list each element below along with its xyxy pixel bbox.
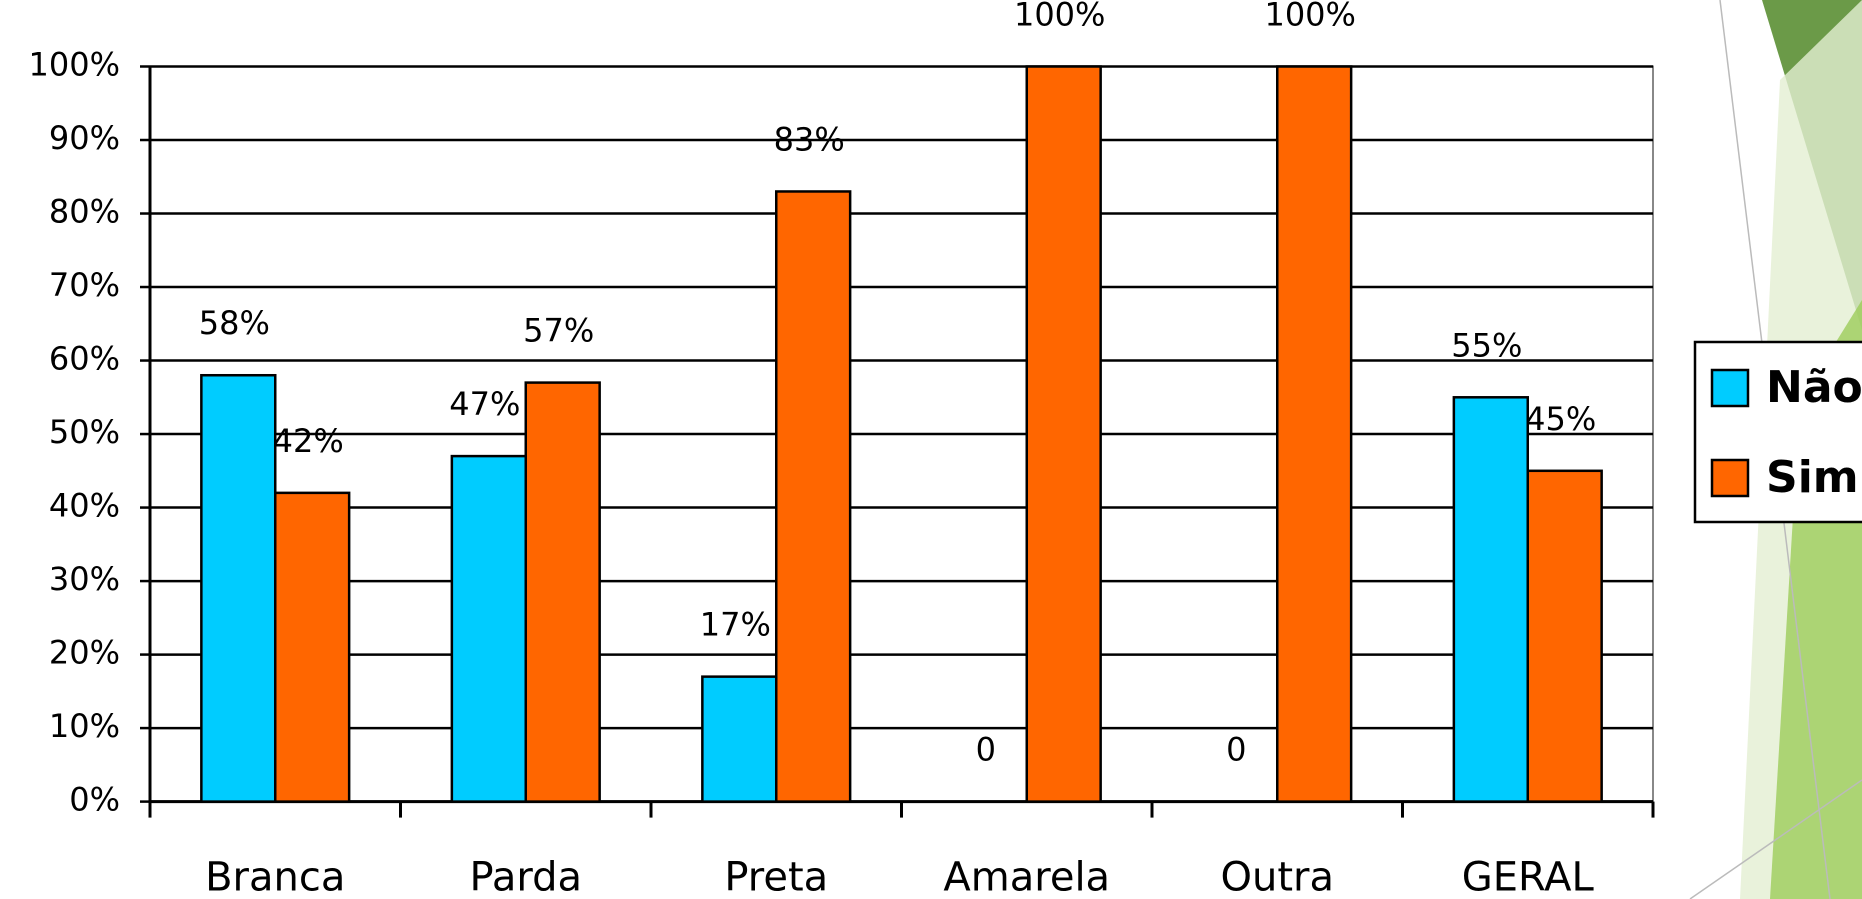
y-tick-label: 70% bbox=[49, 266, 120, 304]
y-tick-label: 30% bbox=[49, 560, 120, 598]
legend-swatch bbox=[1710, 368, 1750, 408]
bar bbox=[1526, 469, 1603, 803]
x-tick-label: Preta bbox=[724, 855, 828, 899]
data-label: 55% bbox=[1451, 326, 1522, 364]
data-label: 47% bbox=[449, 385, 520, 423]
data-label: 58% bbox=[199, 304, 270, 342]
legend-label: Não bbox=[1766, 362, 1862, 413]
x-tick-label: Parda bbox=[470, 855, 582, 899]
bar bbox=[450, 454, 528, 803]
data-label: 0 bbox=[1226, 731, 1246, 769]
y-tick-label: 90% bbox=[49, 119, 120, 157]
data-label: 45% bbox=[1525, 400, 1596, 438]
bar bbox=[524, 381, 601, 803]
bar bbox=[775, 190, 852, 803]
y-tick-label: 100% bbox=[29, 46, 120, 84]
x-tick-label: Branca bbox=[205, 855, 345, 899]
data-label: 42% bbox=[273, 422, 344, 460]
data-label: 17% bbox=[700, 606, 771, 644]
data-label: 0 bbox=[976, 731, 996, 769]
data-label: 83% bbox=[774, 120, 845, 158]
y-tick-label: 20% bbox=[49, 634, 120, 672]
x-tick-label: Amarela bbox=[943, 855, 1110, 899]
y-tick-label: 40% bbox=[49, 487, 120, 525]
bar bbox=[701, 675, 778, 803]
bar bbox=[1452, 396, 1530, 803]
bar bbox=[200, 373, 277, 803]
data-label: 57% bbox=[523, 312, 594, 350]
y-tick-label: 50% bbox=[49, 413, 120, 451]
y-tick-label: 10% bbox=[49, 707, 120, 745]
bar bbox=[1025, 65, 1102, 803]
legend-swatch bbox=[1710, 458, 1750, 498]
x-tick-label: Outra bbox=[1221, 855, 1334, 899]
y-tick-label: 0% bbox=[69, 781, 120, 819]
x-tick-label: GERAL bbox=[1462, 855, 1595, 899]
y-tick-label: 80% bbox=[49, 193, 120, 231]
y-tick-label: 60% bbox=[49, 340, 120, 378]
data-label: 100% bbox=[1264, 0, 1355, 34]
bar bbox=[274, 491, 351, 803]
data-label: 100% bbox=[1014, 0, 1105, 34]
bar bbox=[1276, 65, 1353, 803]
legend-label: Sim bbox=[1766, 452, 1859, 503]
